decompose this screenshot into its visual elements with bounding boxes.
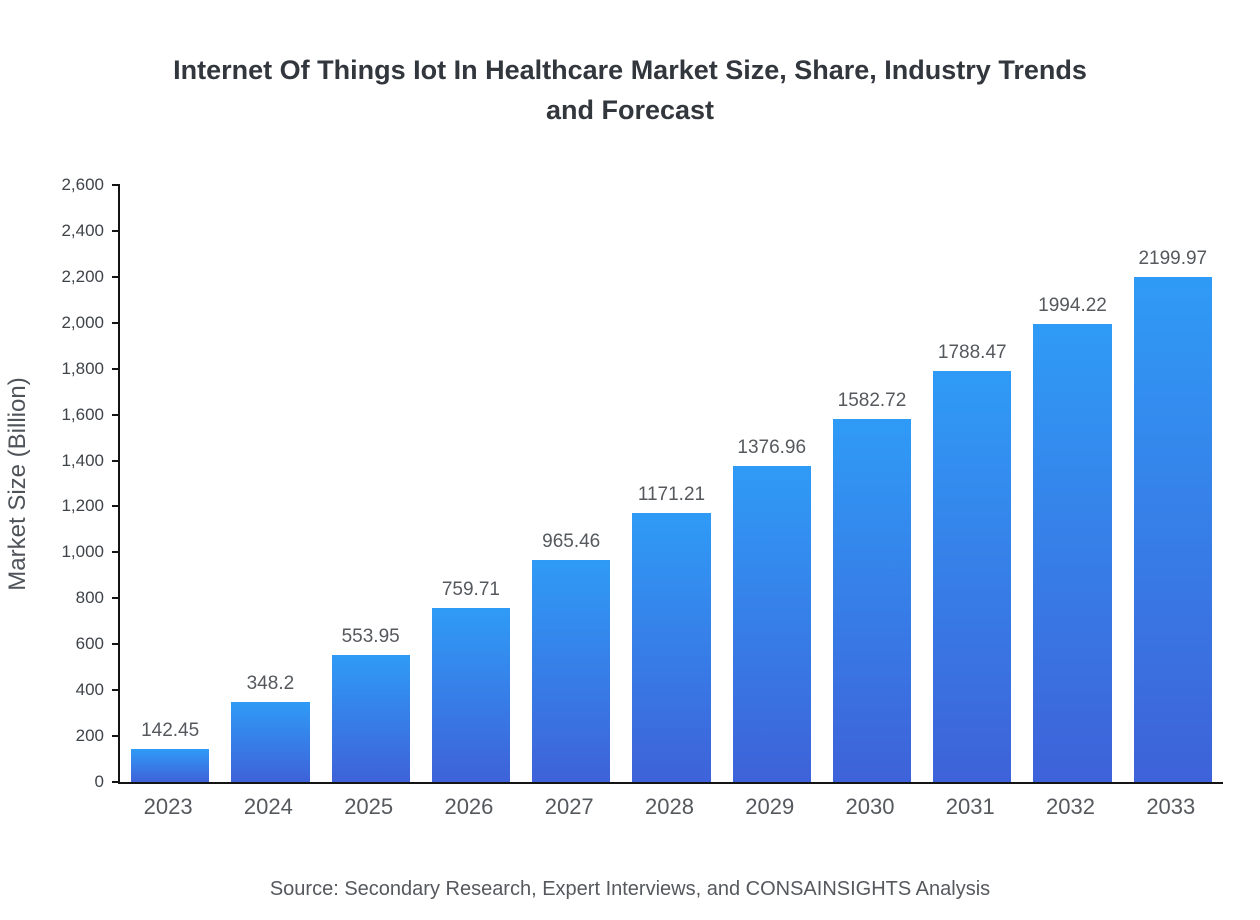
y-tick-mark [112, 321, 120, 324]
x-tick-label: 2026 [444, 794, 494, 819]
bars-container: 142.45 348.2 553.95 759.71 965.46 1171.21 1376… [120, 185, 1223, 782]
x-tick-label: 2029 [745, 794, 795, 819]
y-tick-mark [112, 229, 120, 232]
y-tick-mark [112, 413, 120, 416]
y-tick-label: 2,000 [61, 312, 104, 332]
x-tick-label: 2028 [644, 794, 694, 819]
y-tick-mark [112, 459, 120, 462]
bar-value-label: 348.2 [246, 673, 295, 695]
bar-2031: 1788.47 [933, 342, 1012, 782]
y-tick-label: 400 [75, 680, 104, 700]
y-tick-mark [112, 505, 120, 508]
bar-2025: 553.95 [331, 626, 410, 782]
y-axis-title: Market Size (Billion) [4, 377, 31, 591]
y-tick-label: 1,000 [61, 542, 104, 562]
x-tick-label: 2031 [945, 794, 995, 819]
bar-slot: 759.71 [421, 185, 521, 782]
bar-2028: 1171.21 [632, 484, 711, 782]
y-tick-label: 200 [75, 726, 104, 746]
bar-slot: 142.45 [120, 185, 220, 782]
y-tick-mark [112, 735, 120, 738]
bar-value-label: 142.45 [141, 720, 200, 742]
bar-value-label: 553.95 [341, 625, 400, 647]
y-tick-mark [112, 781, 120, 783]
x-axis-labels: 2023 2024 2025 2026 2027 2028 2029 2030 2031 2032… [118, 794, 1221, 820]
y-tick-label: 600 [75, 634, 104, 654]
y-tick-mark [112, 275, 120, 278]
x-tick-label: 2033 [1146, 794, 1196, 819]
y-tick-mark [112, 597, 120, 600]
bar-2027: 965.46 [532, 531, 611, 782]
y-tick-mark [112, 184, 120, 186]
x-tick-label: 2027 [544, 794, 594, 819]
bar-2023: 142.45 [131, 720, 210, 782]
x-tick-label: 2023 [143, 794, 193, 819]
bar-slot: 965.46 [521, 185, 621, 782]
y-tick-label: 1,600 [61, 404, 104, 424]
y-tick-mark [112, 643, 120, 646]
bar-slot: 1376.96 [722, 185, 822, 782]
y-tick-label: 0 [94, 772, 104, 791]
bar-value-label: 1171.21 [637, 484, 706, 506]
y-tick-label: 1,200 [61, 496, 104, 516]
bar-2030: 1582.72 [832, 390, 912, 782]
plot-area: 142.45 348.2 553.95 759.71 965.46 1171.21 1376… [61, 175, 1223, 791]
bar-value-label: 1582.72 [837, 389, 907, 411]
chart-title: Internet Of Things Iot In Healthcare Mar… [173, 55, 1087, 125]
bar-slot: 348.2 [220, 185, 320, 782]
y-tick-mark [112, 551, 120, 554]
bar-value-label: 1994.22 [1038, 295, 1107, 317]
source-note: Source: Secondary Research, Expert Inter… [269, 878, 991, 900]
y-tick-mark [112, 367, 120, 370]
bar-2029: 1376.96 [732, 437, 811, 782]
bar-value-label: 1376.96 [737, 436, 807, 458]
x-tick-label: 2024 [243, 794, 293, 819]
y-tick-label: 2,200 [61, 266, 104, 286]
bar-value-label: 759.71 [441, 578, 500, 600]
bar-2024: 348.2 [231, 673, 310, 782]
x-tick-label: 2025 [344, 794, 394, 819]
bar-value-label: 965.46 [542, 531, 601, 553]
bar-slot: 2199.97 [1123, 185, 1223, 782]
y-tick-label: 1,800 [61, 358, 104, 378]
bar-slot: 553.95 [321, 185, 421, 782]
bar-2033: 2199.97 [1133, 248, 1212, 782]
y-tick-label: 2,600 [61, 175, 104, 194]
x-tick-label: 2030 [845, 794, 895, 819]
bar-2032: 1994.22 [1033, 295, 1112, 782]
y-tick-label: 800 [75, 588, 104, 608]
y-tick-mark [112, 689, 120, 692]
bar-value-label: 2199.97 [1138, 247, 1208, 269]
y-tick-label: 2,400 [61, 220, 104, 240]
bar-value-label: 1788.47 [937, 342, 1007, 364]
bar-slot: 1994.22 [1022, 185, 1122, 782]
bar-slot: 1171.21 [621, 185, 721, 782]
y-tick-label: 1,400 [61, 450, 104, 470]
bar-slot: 1788.47 [922, 185, 1022, 782]
bar-2026: 759.71 [431, 579, 511, 782]
x-tick-label: 2032 [1046, 794, 1095, 819]
bar-slot: 1582.72 [822, 185, 922, 782]
